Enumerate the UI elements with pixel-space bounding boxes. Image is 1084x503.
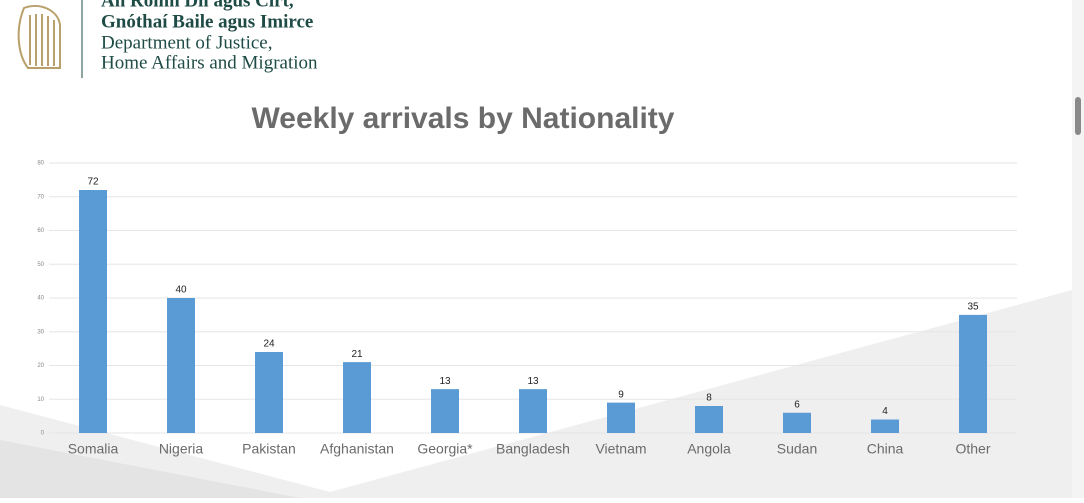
x-tick-label: Pakistan	[242, 441, 296, 457]
chart-title: Weekly arrivals by Nationality	[252, 102, 675, 135]
data-label: 40	[175, 285, 187, 296]
bar	[343, 362, 371, 433]
x-tick-label: Afghanistan	[320, 441, 394, 457]
bar	[431, 389, 459, 433]
x-tick-label: Vietnam	[595, 441, 646, 457]
x-tick-label: Somalia	[68, 441, 119, 457]
data-label: 35	[967, 302, 979, 313]
data-label: 8	[706, 393, 712, 404]
x-tick-label: China	[867, 441, 904, 457]
y-tick-label: 70	[37, 194, 44, 200]
data-label: 72	[87, 177, 99, 188]
bar	[519, 389, 547, 433]
x-tick-label: Georgia*	[417, 441, 473, 457]
x-tick-label: Nigeria	[159, 441, 204, 457]
scrollbar[interactable]	[1072, 0, 1084, 498]
header-line: Department of Justice,	[101, 32, 272, 53]
x-tick-label: Angola	[687, 441, 731, 457]
header-line: An Roinn Dlí agus Cirt,	[101, 0, 294, 11]
harp-logo	[17, 5, 61, 69]
bar	[255, 352, 283, 433]
y-tick-label: 50	[37, 262, 44, 268]
header-line: Gnóthaí Baile agus Imirce	[101, 11, 313, 32]
y-tick-label: 40	[37, 296, 44, 302]
background-shape	[0, 440, 300, 498]
data-label: 6	[794, 399, 800, 410]
bar	[79, 190, 107, 433]
bar	[607, 402, 635, 433]
y-tick-label: 30	[37, 329, 44, 335]
bar	[695, 406, 723, 433]
y-tick-label: 10	[37, 397, 44, 403]
data-label: 9	[618, 389, 624, 400]
header-line: Home Affairs and Migration	[101, 52, 318, 73]
x-tick-label: Other	[955, 441, 990, 457]
bar	[783, 412, 811, 433]
bar	[167, 298, 195, 433]
bar	[871, 419, 899, 433]
y-tick-label: 60	[37, 228, 44, 234]
x-tick-label: Sudan	[777, 441, 817, 457]
data-label: 4	[882, 406, 888, 417]
bar	[959, 314, 987, 433]
data-label: 13	[527, 376, 539, 387]
y-tick-label: 20	[37, 363, 44, 369]
y-tick-label: 80	[37, 161, 44, 167]
background-shape	[0, 290, 1072, 498]
y-tick-label: 0	[41, 431, 45, 437]
x-tick-label: Bangladesh	[496, 441, 570, 457]
data-label: 13	[439, 376, 451, 387]
data-label: 24	[263, 339, 275, 350]
scrollbar-thumb[interactable]	[1075, 97, 1081, 135]
data-label: 21	[351, 349, 363, 360]
